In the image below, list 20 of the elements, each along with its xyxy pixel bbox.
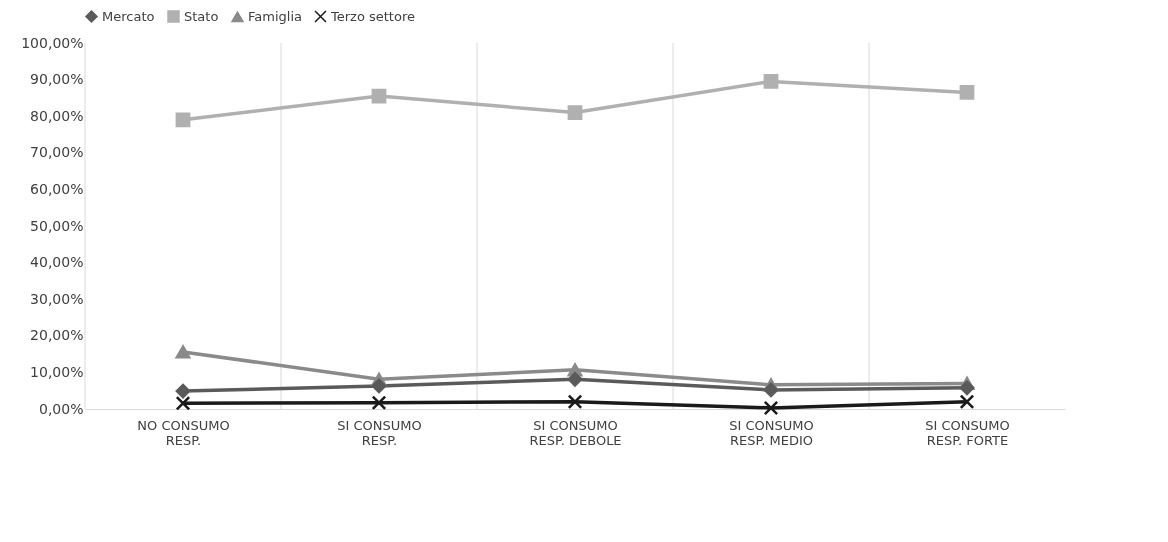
x-tick-label: SI CONSUMO RESP. FORTE [925,417,1010,448]
legend-label: Mercato [102,8,155,24]
y-tick-label: 70,00% [30,144,84,161]
y-tick-label: 40,00% [30,254,84,271]
y-tick-label: 80,00% [30,107,84,124]
x-tick-label: SI CONSUMO RESP. DEBOLE [529,417,622,448]
y-tick-label: 0,00% [39,400,84,417]
y-tick-label: 60,00% [30,180,84,197]
x-tick-label: SI CONSUMO RESP. MEDIO [729,417,814,448]
legend-label: Terzo settore [330,8,415,24]
x-tick-label: SI CONSUMO RESP. [337,417,422,448]
legend-label: Stato [184,8,219,24]
y-tick-label: 10,00% [30,363,84,380]
legend-label: Famiglia [248,8,302,24]
x-tick-label: NO CONSUMO RESP. [137,417,230,448]
y-tick-label: 50,00% [30,217,84,234]
y-tick-label: 30,00% [30,290,84,307]
y-tick-label: 90,00% [30,71,84,88]
y-tick-label: 20,00% [30,327,84,344]
y-tick-label: 100,00% [21,34,84,51]
